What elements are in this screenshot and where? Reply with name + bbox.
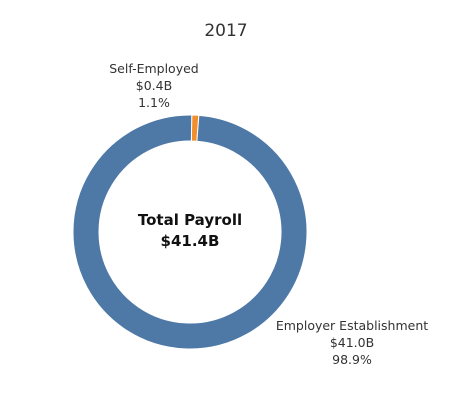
slice-label-amount: $0.4B [136,78,172,93]
donut-slice-employer-establishment [72,114,308,350]
center-label-title: Total Payroll [138,211,242,229]
slice-label-percent: 1.1% [138,95,170,110]
donut-slices [72,114,308,350]
slice-label-name: Self-Employed [109,61,198,76]
slice-label-self-employed: Self-Employed $0.4B 1.1% [109,61,198,110]
center-label-value: $41.4B [161,232,220,250]
slice-label-percent: 98.9% [332,352,372,367]
slice-label-name: Employer Establishment [276,318,428,333]
chart-title: 2017 [204,21,247,41]
center-label: Total Payroll $41.4B [138,211,242,250]
slice-label-employer-establishment: Employer Establishment $41.0B 98.9% [276,318,428,367]
slice-label-amount: $41.0B [330,335,374,350]
